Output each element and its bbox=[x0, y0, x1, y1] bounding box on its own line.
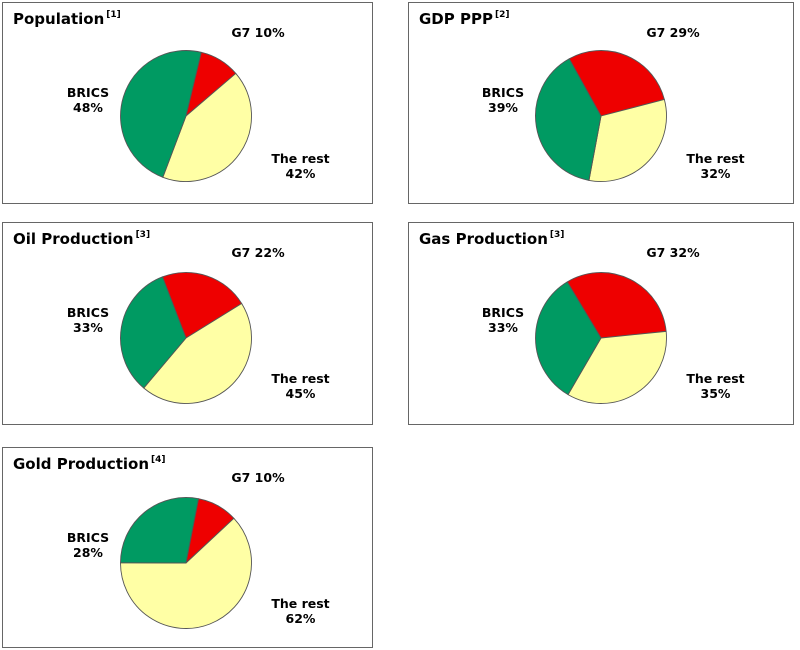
pie-chart-oil-production bbox=[120, 272, 252, 404]
slice-label-g7: G7 10% bbox=[231, 25, 285, 40]
chart-title-text: Population bbox=[13, 10, 105, 28]
chart-title-oil-production: Oil Production [3] bbox=[13, 230, 150, 248]
pie-slice-brics bbox=[120, 497, 199, 564]
slice-label-brics-pct: 39% bbox=[488, 100, 518, 115]
slice-label-rest: The rest 32% bbox=[653, 151, 778, 181]
slice-label-rest-pct: 35% bbox=[700, 386, 731, 401]
slice-label-brics: BRICS 33% bbox=[28, 305, 148, 335]
slice-label-g7: G7 10% bbox=[231, 470, 285, 485]
slice-label-brics-name: BRICS bbox=[66, 305, 110, 320]
pie-slice-the-rest bbox=[588, 99, 667, 182]
pie-chart-gdp-ppp bbox=[535, 50, 667, 182]
chart-area: G7 10% BRICS 28% The rest 62% bbox=[3, 448, 372, 647]
footnote-marker: [3] bbox=[549, 230, 565, 240]
slice-label-brics: BRICS 28% bbox=[28, 530, 148, 560]
slice-label-rest-pct: 62% bbox=[285, 611, 316, 626]
pie-slice-brics bbox=[535, 281, 602, 396]
pie-slice-brics bbox=[120, 50, 202, 178]
slice-label-rest: The rest 45% bbox=[238, 371, 363, 401]
slice-label-brics-name: BRICS bbox=[66, 530, 110, 545]
slice-label-brics-pct: 33% bbox=[488, 320, 518, 335]
slice-label-brics: BRICS 48% bbox=[28, 85, 148, 115]
slice-label-rest: The rest 62% bbox=[238, 596, 363, 626]
pie-slice-g7 bbox=[162, 272, 243, 339]
slice-label-g7: G7 32% bbox=[646, 245, 700, 260]
slice-label-rest-pct: 42% bbox=[285, 166, 316, 181]
chart-title-population: Population [1] bbox=[13, 10, 121, 28]
slice-label-brics-name: BRICS bbox=[66, 85, 110, 100]
slice-label-brics-name: BRICS bbox=[481, 85, 525, 100]
chart-area: G7 22% BRICS 33% The rest 45% bbox=[3, 223, 372, 424]
slice-label-brics: BRICS 39% bbox=[443, 85, 563, 115]
slice-label-rest-pct: 45% bbox=[285, 386, 316, 401]
footnote-marker: [4] bbox=[151, 455, 166, 465]
panel-population: Population [1] G7 10% BRICS 48% The rest 42… bbox=[2, 2, 373, 204]
chart-title-gas-production: Gas Production [3] bbox=[419, 230, 564, 248]
panel-gold-production: Gold Production [4] G7 10% BRICS 28% The r… bbox=[2, 447, 373, 648]
slice-label-g7: G7 29% bbox=[646, 25, 700, 40]
pie-slice-brics bbox=[535, 58, 602, 181]
chart-title-text: Oil Production bbox=[13, 230, 134, 248]
pie-slice-g7 bbox=[566, 272, 667, 339]
chart-area: G7 32% BRICS 33% The rest 35% bbox=[418, 223, 793, 424]
slice-label-brics-pct: 28% bbox=[73, 545, 103, 560]
slice-label-brics-name: BRICS bbox=[481, 305, 525, 320]
chart-title-text: Gold Production bbox=[13, 455, 150, 473]
panel-gdp-ppp: GDP PPP [2] G7 29% BRICS 39% The rest 32% bbox=[408, 2, 794, 204]
chart-title-gold-production: Gold Production [4] bbox=[13, 455, 166, 473]
chart-title-gdp-ppp: GDP PPP [2] bbox=[419, 10, 509, 28]
pie-slice-g7 bbox=[568, 50, 665, 117]
chart-area: G7 10% BRICS 48% The rest 42% bbox=[3, 3, 372, 203]
slice-label-rest-name: The rest bbox=[686, 371, 745, 386]
slice-label-brics-pct: 33% bbox=[73, 320, 103, 335]
slice-label-rest: The rest 42% bbox=[238, 151, 363, 181]
chart-area: G7 29% BRICS 39% The rest 32% bbox=[418, 3, 793, 203]
pie-chart-population bbox=[120, 50, 252, 182]
footnote-marker: [3] bbox=[135, 230, 151, 240]
panel-gas-production: Gas Production [3] G7 32% BRICS 33% The re… bbox=[408, 222, 794, 425]
footnote-marker: [2] bbox=[494, 10, 510, 20]
slice-label-rest-name: The rest bbox=[271, 151, 330, 166]
pie-slice-the-rest bbox=[567, 330, 667, 404]
panel-oil-production: Oil Production [3] G7 22% BRICS 33% The re… bbox=[2, 222, 373, 425]
pie-slice-the-rest bbox=[162, 73, 252, 182]
pie-chart-gold-production bbox=[120, 497, 252, 629]
slice-label-rest-name: The rest bbox=[686, 151, 745, 166]
chart-title-text: Gas Production bbox=[419, 230, 548, 248]
chart-title-text: GDP PPP bbox=[419, 10, 493, 28]
footnote-marker: [1] bbox=[106, 10, 121, 20]
pie-slice-brics bbox=[120, 276, 187, 389]
pie-slice-the-rest bbox=[120, 517, 252, 629]
slice-label-rest-pct: 32% bbox=[700, 166, 731, 181]
slice-label-rest-name: The rest bbox=[271, 596, 330, 611]
slice-label-brics: BRICS 33% bbox=[443, 305, 563, 335]
slice-label-rest-name: The rest bbox=[271, 371, 330, 386]
pie-slice-the-rest bbox=[143, 303, 252, 404]
slice-label-brics-pct: 48% bbox=[73, 100, 103, 115]
slice-label-g7: G7 22% bbox=[231, 245, 285, 260]
slice-label-rest: The rest 35% bbox=[653, 371, 778, 401]
pie-chart-gas-production bbox=[535, 272, 667, 404]
